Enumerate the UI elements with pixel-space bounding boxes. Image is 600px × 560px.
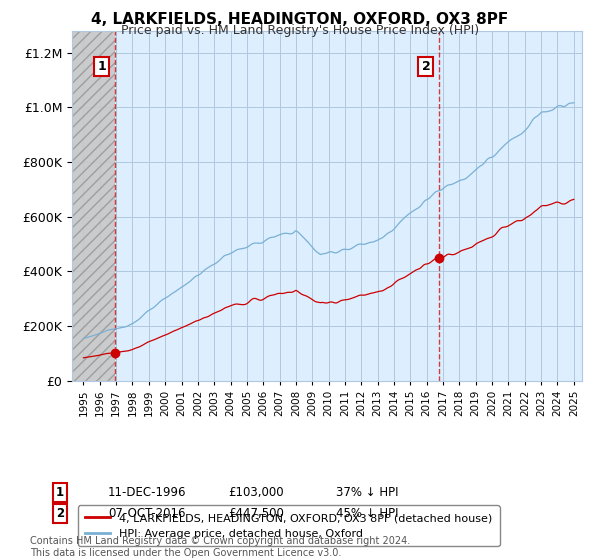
Text: 07-OCT-2016: 07-OCT-2016 (108, 507, 185, 520)
Text: 37% ↓ HPI: 37% ↓ HPI (336, 486, 398, 500)
Text: £103,000: £103,000 (228, 486, 284, 500)
Text: Contains HM Land Registry data © Crown copyright and database right 2024.
This d: Contains HM Land Registry data © Crown c… (30, 536, 410, 558)
Text: 45% ↓ HPI: 45% ↓ HPI (336, 507, 398, 520)
Text: 2: 2 (56, 507, 64, 520)
Text: 1: 1 (97, 60, 106, 73)
Text: 2: 2 (422, 60, 430, 73)
Text: 4, LARKFIELDS, HEADINGTON, OXFORD, OX3 8PF: 4, LARKFIELDS, HEADINGTON, OXFORD, OX3 8… (91, 12, 509, 27)
Text: Price paid vs. HM Land Registry's House Price Index (HPI): Price paid vs. HM Land Registry's House … (121, 24, 479, 36)
Text: 1: 1 (56, 486, 64, 500)
Text: £447,500: £447,500 (228, 507, 284, 520)
Legend: 4, LARKFIELDS, HEADINGTON, OXFORD, OX3 8PF (detached house), HPI: Average price,: 4, LARKFIELDS, HEADINGTON, OXFORD, OX3 8… (77, 505, 500, 547)
Bar (72, 31, 115, 381)
Text: 11-DEC-1996: 11-DEC-1996 (108, 486, 187, 500)
